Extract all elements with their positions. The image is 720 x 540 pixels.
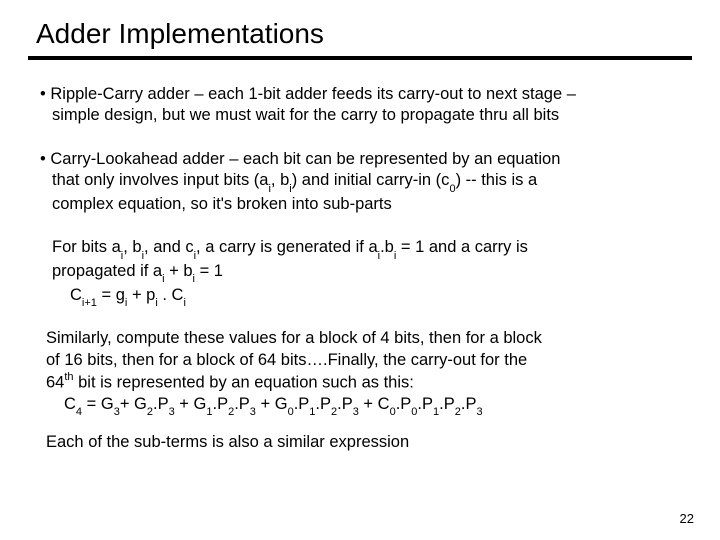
page-number: 22 bbox=[680, 511, 694, 526]
e2d: .P bbox=[153, 395, 169, 413]
e2n: .P bbox=[417, 395, 433, 413]
bullet1-line1: • Ripple-Carry adder – each 1-bit adder … bbox=[40, 85, 576, 103]
e2e: + G bbox=[175, 395, 207, 413]
p2l3a: 64 bbox=[46, 374, 64, 392]
e2a: C bbox=[64, 395, 76, 413]
sub-i: i bbox=[193, 273, 195, 285]
p1f: = 1 and a carry is bbox=[396, 238, 528, 256]
bullet2-l3: complex equation, so it's broken into su… bbox=[52, 195, 392, 213]
e2o: .P bbox=[439, 395, 455, 413]
sub-0: 0 bbox=[390, 406, 396, 418]
sub-0: 0 bbox=[288, 406, 294, 418]
sub-1: 1 bbox=[433, 406, 439, 418]
title-rule bbox=[28, 56, 692, 60]
p1c: , and c bbox=[144, 238, 194, 256]
sub-ip1: i+1 bbox=[82, 297, 97, 309]
sub-2: 2 bbox=[147, 406, 153, 418]
e1b: = g bbox=[97, 286, 125, 304]
p1h: + b bbox=[165, 262, 193, 280]
sub-i: i bbox=[268, 183, 270, 195]
equation-c4: C4 = G3+ G2.P3 + G1.P2.P3 + G0.P1.P2.P3 … bbox=[46, 394, 692, 418]
e2p: .P bbox=[461, 395, 477, 413]
e2i: .P bbox=[294, 395, 310, 413]
sub-i: i bbox=[121, 250, 123, 262]
para-carry-generated: For bits ai, bi, and ci, a carry is gene… bbox=[28, 237, 692, 308]
sub-2: 2 bbox=[331, 406, 337, 418]
e2b: = G bbox=[82, 395, 114, 413]
sub-3: 3 bbox=[250, 406, 256, 418]
bullet2-l2d: ) -- this is a bbox=[456, 171, 538, 189]
p1d: , a carry is generated if a bbox=[196, 238, 378, 256]
sub-2: 2 bbox=[228, 406, 234, 418]
sub-i: i bbox=[378, 250, 380, 262]
bullet2-l2a: that only involves input bits (a bbox=[52, 171, 268, 189]
p2l2: of 16 bits, then for a block of 64 bits…… bbox=[46, 351, 527, 369]
sub-i: i bbox=[155, 297, 157, 309]
e1c: + p bbox=[127, 286, 155, 304]
sub-i: i bbox=[289, 183, 291, 195]
sub-3: 3 bbox=[476, 406, 482, 418]
p1b: , b bbox=[123, 238, 141, 256]
p1i: = 1 bbox=[195, 262, 223, 280]
sub-i: i bbox=[125, 297, 127, 309]
sub-i: i bbox=[183, 297, 185, 309]
p2l1: Similarly, compute these values for a bl… bbox=[46, 329, 542, 347]
equation-ci: Ci+1 = gi + pi . Ci bbox=[52, 285, 692, 309]
e2f: .P bbox=[212, 395, 228, 413]
e2l: + C bbox=[359, 395, 390, 413]
e1d: . C bbox=[158, 286, 184, 304]
bullet-ripple-carry: • Ripple-Carry adder – each 1-bit adder … bbox=[28, 84, 692, 127]
p1e: .b bbox=[380, 238, 394, 256]
p1a: For bits a bbox=[52, 238, 121, 256]
bullet2-l2b: , b bbox=[271, 171, 289, 189]
sub-i: i bbox=[162, 273, 164, 285]
e2j: .P bbox=[315, 395, 331, 413]
e2h: + G bbox=[256, 395, 288, 413]
sub-0: 0 bbox=[449, 183, 455, 195]
para-similarly: Similarly, compute these values for a bl… bbox=[28, 328, 692, 417]
sub-2: 2 bbox=[455, 406, 461, 418]
e1a: C bbox=[70, 286, 82, 304]
bullet1-line2: simple design, but we must wait for the … bbox=[52, 106, 559, 124]
p2l3b: bit is represented by an equation such a… bbox=[74, 374, 414, 392]
bullet-carry-lookahead: • Carry-Lookahead adder – each bit can b… bbox=[28, 149, 692, 215]
page-title: Adder Implementations bbox=[36, 18, 692, 50]
e2g: .P bbox=[234, 395, 250, 413]
sub-i: i bbox=[394, 250, 396, 262]
bullet2-l2c: ) and initial carry-in (c bbox=[292, 171, 450, 189]
sub-3: 3 bbox=[169, 406, 175, 418]
para-subterms: Each of the sub-terms is also a similar … bbox=[28, 432, 692, 453]
sub-i: i bbox=[194, 250, 196, 262]
sup-th: th bbox=[64, 371, 73, 383]
sub-3: 3 bbox=[114, 406, 120, 418]
sub-1: 1 bbox=[309, 406, 315, 418]
bullet2-line1: • Carry-Lookahead adder – each bit can b… bbox=[40, 150, 560, 168]
sub-3: 3 bbox=[353, 406, 359, 418]
e2k: .P bbox=[337, 395, 353, 413]
p1g: propagated if a bbox=[52, 262, 162, 280]
sub-1: 1 bbox=[206, 406, 212, 418]
e2m: .P bbox=[396, 395, 412, 413]
sub-i: i bbox=[142, 250, 144, 262]
e2c: + G bbox=[120, 395, 147, 413]
sub-0: 0 bbox=[411, 406, 417, 418]
sub-4: 4 bbox=[76, 406, 82, 418]
